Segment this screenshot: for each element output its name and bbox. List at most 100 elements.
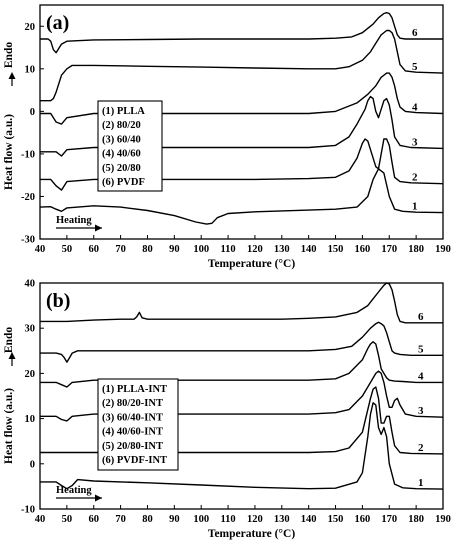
legend-entry: (3) 60/40 xyxy=(102,134,141,145)
x-tick-label: 60 xyxy=(88,244,99,255)
x-tick-label: 120 xyxy=(247,514,263,525)
curve-label-4: 4 xyxy=(412,101,418,113)
y-tick-label: 30 xyxy=(25,324,36,335)
legend-entry: (6) PVDF xyxy=(102,177,145,188)
legend-entry: (5) 20/80-INT xyxy=(102,441,163,452)
series-line-3 xyxy=(40,370,444,422)
legend-entry: (1) PLLA-INT xyxy=(102,384,167,395)
x-tick-label: 170 xyxy=(381,514,397,525)
curve-label-5: 5 xyxy=(412,61,418,73)
x-axis-title: Temperature (°C) xyxy=(208,528,295,540)
endo-arrow-head xyxy=(8,72,16,79)
curve-label-5: 5 xyxy=(418,343,424,355)
x-tick-label: 140 xyxy=(301,514,317,525)
series-line-2 xyxy=(40,386,444,455)
x-tick-label: 180 xyxy=(408,244,424,255)
curve-label-2: 2 xyxy=(418,442,424,454)
plot-frame xyxy=(39,282,444,510)
x-tick-label: 100 xyxy=(193,514,209,525)
x-tick-label: 170 xyxy=(381,244,397,255)
x-tick-label: 130 xyxy=(274,514,290,525)
legend-box xyxy=(97,100,163,192)
legend-entry: (1) PLLA xyxy=(102,106,145,117)
endo-label: Endo xyxy=(3,327,15,353)
series-line-5 xyxy=(40,321,443,363)
curve-label-6: 6 xyxy=(418,311,424,323)
x-tick-label: 190 xyxy=(435,244,451,255)
x-tick-label: 60 xyxy=(88,514,99,525)
legend-entry: (4) 40/60-INT xyxy=(102,427,163,438)
heating-label: Heating xyxy=(56,215,92,226)
series-line-1 xyxy=(39,168,444,225)
x-tick-label: 100 xyxy=(193,244,209,255)
x-tick-label: 40 xyxy=(35,244,46,255)
heating-label: Heating xyxy=(56,485,92,496)
x-tick-label: 130 xyxy=(274,244,290,255)
curve-label-1: 1 xyxy=(418,477,424,489)
y-tick-label: -10 xyxy=(21,505,35,516)
x-tick-label: 90 xyxy=(169,244,180,255)
legend-box xyxy=(97,378,179,471)
y-tick-label: 0 xyxy=(30,107,35,118)
x-tick-label: 110 xyxy=(220,244,235,255)
curve-label-3: 3 xyxy=(418,405,424,417)
x-tick-label: 190 xyxy=(435,514,451,525)
panel-b: 40 50 60 70 80 90 100 110 120 130 140 150 160 170 180 1… xyxy=(3,279,451,541)
curve-label-2: 2 xyxy=(412,172,418,184)
plot-frame xyxy=(39,4,444,240)
series-line-6 xyxy=(40,12,443,54)
endo-label: Endo xyxy=(3,42,15,68)
series-line-5 xyxy=(40,29,444,102)
x-tick-label: 120 xyxy=(247,244,263,255)
x-tick-label: 160 xyxy=(355,244,371,255)
y-tick-label: -10 xyxy=(21,149,35,160)
legend-entry: (2) 80/20-INT xyxy=(102,398,163,409)
x-tick-label: 40 xyxy=(35,514,46,525)
panel-label: (a) xyxy=(46,12,69,34)
curve-label-1: 1 xyxy=(412,201,418,213)
x-tick-label: 140 xyxy=(301,244,317,255)
heating-arrow-head xyxy=(95,494,102,502)
series-line-1 xyxy=(40,402,444,490)
x-tick-label: 110 xyxy=(220,514,235,525)
x-axis-title: Temperature (°C) xyxy=(208,258,295,270)
y-tick-label: 10 xyxy=(25,64,36,75)
x-tick-label: 50 xyxy=(62,244,73,255)
curve-label-4: 4 xyxy=(418,370,424,382)
legend-entry: (3) 60/40-INT xyxy=(102,412,163,423)
y-tick-label: 0 xyxy=(30,459,35,470)
y-tick-label: -20 xyxy=(21,192,35,203)
y-axis-title: Heat flow (a.u.) xyxy=(3,388,15,464)
x-tick-label: 70 xyxy=(115,514,126,525)
panel-a: 40 50 60 70 80 90 100 110 120 130 140 150 160 170 180 1… xyxy=(3,4,451,270)
x-tick-label: 90 xyxy=(169,514,180,525)
legend-entry: (5) 20/80 xyxy=(102,163,141,174)
x-tick-label: 80 xyxy=(142,514,153,525)
x-tick-label: 80 xyxy=(142,244,153,255)
x-tick-label: 50 xyxy=(62,514,73,525)
series-line-4 xyxy=(40,341,443,388)
y-tick-label: 40 xyxy=(25,279,36,290)
series-line-2 xyxy=(40,138,444,191)
legend-entry: (6) PVDF-INT xyxy=(102,455,167,466)
y-tick-label: 20 xyxy=(25,369,36,380)
y-tick-label: 20 xyxy=(25,22,36,33)
x-tick-label: 180 xyxy=(408,514,424,525)
panel-label: (b) xyxy=(46,290,70,312)
heating-arrow-head xyxy=(95,224,102,232)
x-tick-label: 150 xyxy=(328,514,344,525)
y-tick-label: 10 xyxy=(25,414,36,425)
y-tick-label: -30 xyxy=(21,235,35,246)
x-tick-label: 160 xyxy=(355,514,371,525)
curve-label-3: 3 xyxy=(412,136,418,148)
legend-entry: (4) 40/60 xyxy=(102,149,141,160)
y-axis-title: Heat flow (a.u.) xyxy=(3,114,15,190)
series-line-4 xyxy=(40,72,444,125)
endo-arrow-head xyxy=(8,352,16,359)
curve-label-6: 6 xyxy=(412,27,418,39)
series-line-6 xyxy=(40,282,443,324)
x-tick-label: 150 xyxy=(328,244,344,255)
x-tick-label: 70 xyxy=(115,244,126,255)
